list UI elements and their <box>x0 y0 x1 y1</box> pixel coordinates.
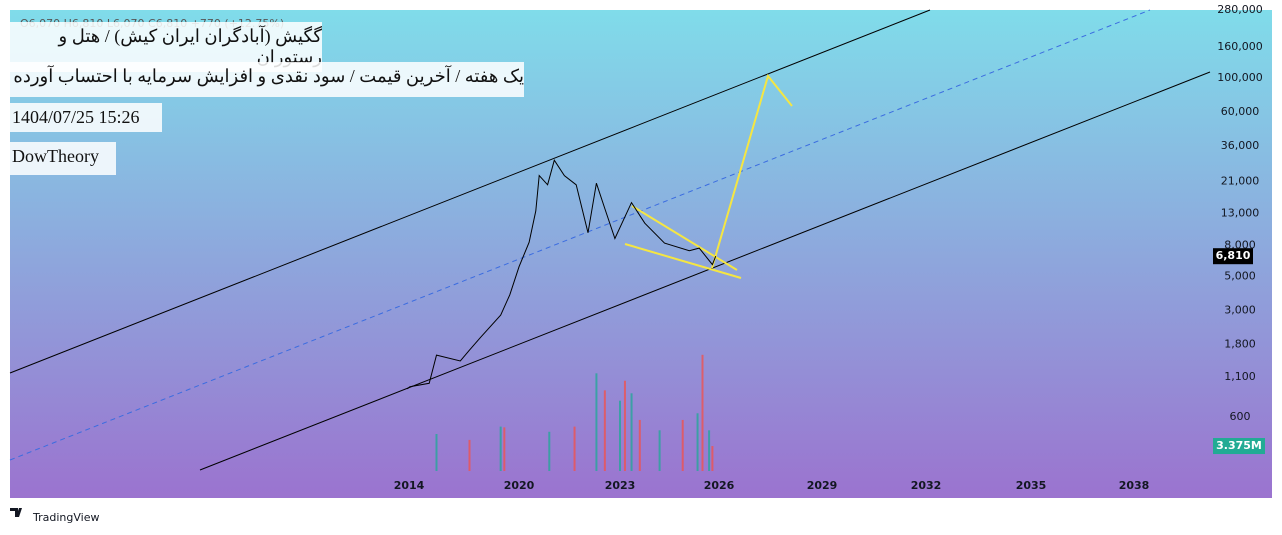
y-tick-label: 1,800 <box>1224 337 1256 350</box>
volume-bar <box>435 434 438 471</box>
price-tag <box>1213 248 1253 265</box>
volume-tag <box>1213 438 1265 455</box>
volume-bar <box>595 373 598 471</box>
author: DowTheory <box>10 142 116 175</box>
volume-bar <box>630 393 633 471</box>
volume-bar <box>503 427 506 471</box>
x-tick-label: 2029 <box>807 479 838 492</box>
drawings <box>9 9 1211 471</box>
volume-bar <box>701 354 704 471</box>
volume-bar <box>619 400 621 471</box>
volume-bar <box>711 446 714 471</box>
y-tick-label: 13,000 <box>1221 206 1260 219</box>
y-tick-label: 1,100 <box>1224 370 1256 383</box>
x-tick-label: 2032 <box>911 479 942 492</box>
volume-bar <box>499 426 502 471</box>
y-tick-label: 5,000 <box>1224 270 1256 283</box>
x-tick-label: 2020 <box>504 479 535 492</box>
y-tick-label: 160,000 <box>1217 40 1263 53</box>
y-tick-label: 36,000 <box>1221 139 1260 152</box>
volume-bar <box>681 419 684 471</box>
volume-bar <box>468 439 471 471</box>
volume-bar <box>623 380 626 471</box>
volume-bar <box>603 390 606 471</box>
y-tick-label: 600 <box>1230 410 1251 423</box>
subtitle: یک هفته / آخرین قیمت / سود نقدی و افزایش… <box>10 62 524 97</box>
volume-bar <box>548 431 551 471</box>
volume-bar <box>658 430 661 471</box>
brand: TradingView <box>32 511 99 524</box>
price-line <box>406 158 717 390</box>
volume-bar <box>573 426 576 471</box>
x-tick-label: 2014 <box>394 479 425 492</box>
y-tick-label: 21,000 <box>1221 175 1260 188</box>
y-tick-label: 100,000 <box>1217 71 1263 84</box>
tradingview-logo <box>10 508 22 517</box>
volume-bar <box>708 430 711 471</box>
x-tick-label: 2035 <box>1016 479 1047 492</box>
volume-bar <box>696 413 699 471</box>
price-tag-label: 6,810 <box>1216 249 1251 262</box>
x-tick-label: 2038 <box>1119 479 1150 492</box>
x-tick-label: 2026 <box>704 479 735 492</box>
x-tick-label: 2023 <box>605 479 636 492</box>
date: 1404/07/25 15:26 <box>10 103 162 132</box>
y-tick-label: 280,000 <box>1217 3 1263 16</box>
volume-tag-label: 3.375M <box>1216 439 1262 452</box>
y-tick-label: 3,000 <box>1224 304 1256 317</box>
y-tick-label: 60,000 <box>1221 105 1260 118</box>
volume-bar <box>638 419 641 471</box>
